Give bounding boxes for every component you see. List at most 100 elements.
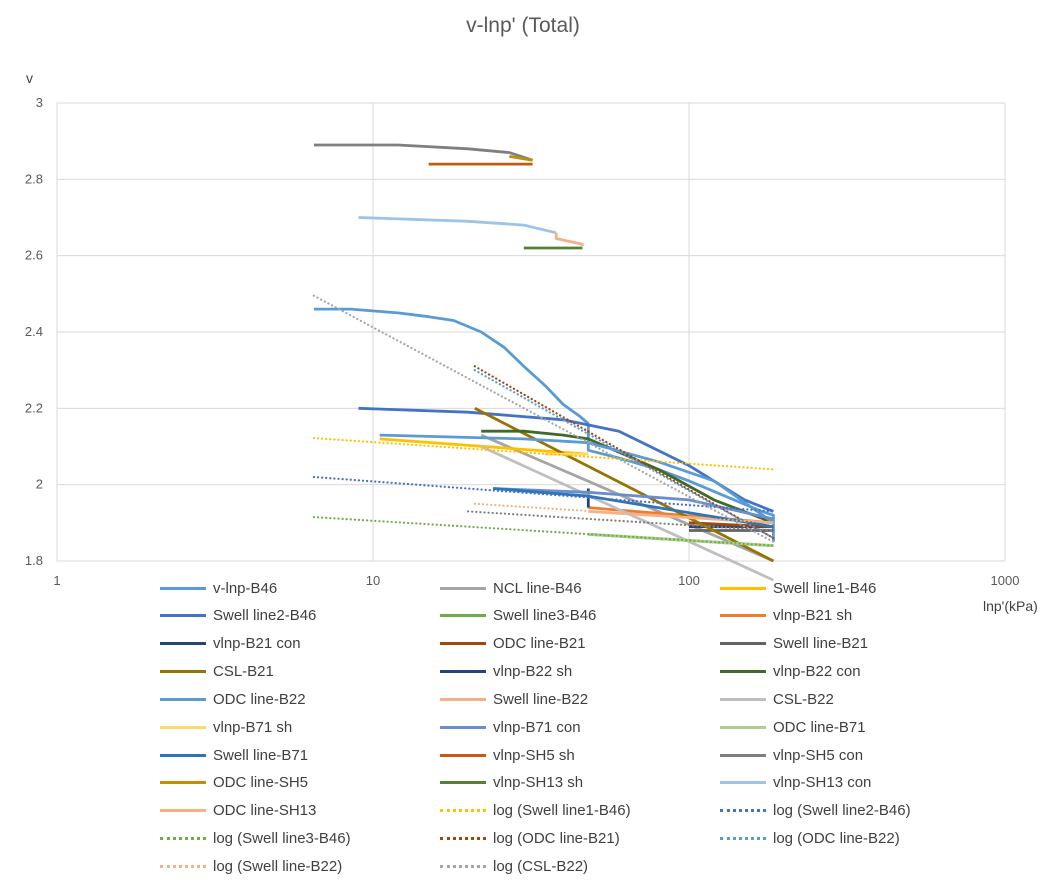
legend-label: vlnp-B22 con xyxy=(773,663,861,681)
series-line-csl-b21 xyxy=(474,407,775,563)
legend-item: ODC line-B21 xyxy=(440,633,586,655)
legend-label: vlnp-SH5 sh xyxy=(493,746,575,764)
legend-item: Swell line2-B46 xyxy=(160,605,316,627)
legend-item: ODC line-SH13 xyxy=(160,800,316,822)
series-line-odc-line-sh5 xyxy=(509,155,533,162)
legend-swatch xyxy=(160,837,206,841)
legend-swatch xyxy=(720,697,766,701)
legend-swatch xyxy=(720,670,766,674)
series-line-log-swell-line1-b46- xyxy=(312,437,775,471)
legend-swatch xyxy=(160,809,206,813)
legend-item: Swell line1-B46 xyxy=(720,577,876,599)
legend-label: vlnp-B21 con xyxy=(213,635,301,653)
legend-swatch xyxy=(440,865,486,868)
legend-label: vlnp-SH5 con xyxy=(773,746,864,764)
legend-label: vlnp-SH13 con xyxy=(773,774,872,792)
y-axis-label: v xyxy=(26,70,33,86)
series-line--gray-dotted-extra xyxy=(467,510,775,532)
legend-item: ODC line-B22 xyxy=(160,688,306,710)
series-lines xyxy=(312,143,775,582)
legend-item: vlnp-B22 con xyxy=(720,661,861,683)
legend-swatch xyxy=(160,642,206,646)
series-line-swell-line2-b46 xyxy=(358,406,774,513)
series-line-vlnp-sh5-con xyxy=(313,143,534,162)
legend-label: CSL-B21 xyxy=(213,663,274,681)
legend-label: ODC line-B71 xyxy=(773,718,866,736)
legend-label: vlnp-B22 sh xyxy=(493,663,573,681)
legend-item: log (Swell line1-B46) xyxy=(440,800,631,822)
legend-swatch xyxy=(720,809,766,813)
legend-item: vlnp-SH5 con xyxy=(720,744,863,766)
series-line-vlnp-b71-con xyxy=(493,487,774,521)
legend-swatch xyxy=(160,586,206,590)
legend-swatch xyxy=(440,586,486,590)
legend-swatch xyxy=(720,837,766,841)
legend-swatch xyxy=(720,781,766,785)
legend-swatch xyxy=(440,781,486,785)
legend-swatch xyxy=(160,614,206,618)
legend-label: Swell line-B71 xyxy=(213,746,309,764)
legend-item: log (ODC line-B22) xyxy=(720,828,900,850)
legend-swatch xyxy=(160,670,206,674)
series-line-log-odc-line-b22- xyxy=(473,369,775,540)
legend-swatch xyxy=(440,697,486,701)
legend-swatch xyxy=(440,753,486,757)
legend-item: Swell line-B71 xyxy=(160,744,308,766)
legend-item: ODC line-B71 xyxy=(720,716,866,738)
legend-swatch xyxy=(440,670,486,674)
legend-label: ODC line-SH13 xyxy=(213,802,317,820)
legend-label: log (Swell line-B22) xyxy=(213,858,343,875)
y-tick-label: 2.8 xyxy=(25,171,43,186)
legend-swatch xyxy=(440,725,486,729)
legend-label: vlnp-SH13 sh xyxy=(493,774,584,792)
legend-label: log (CSL-B22) xyxy=(493,858,589,875)
legend-item: vlnp-B21 sh xyxy=(720,605,852,627)
legend-label: Swell line-B22 xyxy=(493,690,589,708)
legend-label: Swell line3-B46 xyxy=(493,607,597,625)
series-line-vlnp-sh13-con xyxy=(358,216,557,235)
legend-item: Swell line-B22 xyxy=(440,688,588,710)
y-tick-label: 2.6 xyxy=(25,248,43,263)
legend-label: log (Swell line2-B46) xyxy=(773,802,911,820)
series-line-log-odc-line-b21- xyxy=(473,365,775,540)
y-tick-label: 2 xyxy=(36,477,43,492)
series-line-ncl-line-b46 xyxy=(480,433,774,563)
legend-swatch xyxy=(160,865,206,868)
legend-label: NCL line-B46 xyxy=(493,579,582,597)
x-tick-label: 100 xyxy=(678,573,700,588)
legend-swatch xyxy=(160,781,206,785)
legend-item: vlnp-SH13 con xyxy=(720,772,871,794)
legend-item: vlnp-SH5 sh xyxy=(440,744,575,766)
legend-item: vlnp-SH13 sh xyxy=(440,772,583,794)
series-line-log-swell-line3-b46- xyxy=(312,515,775,547)
series-line-odc-line-b21 xyxy=(688,521,774,529)
legend-swatch xyxy=(440,614,486,618)
legend-label: log (ODC line-B22) xyxy=(773,830,900,848)
legend-item: ODC line-SH5 xyxy=(160,772,308,794)
y-tick-label: 2.4 xyxy=(25,324,43,339)
legend-item: Swell line-B21 xyxy=(720,633,868,655)
legend-item: NCL line-B46 xyxy=(440,577,582,599)
legend-item: log (ODC line-B21) xyxy=(440,828,620,850)
legend-item: vlnp-B71 sh xyxy=(160,716,292,738)
legend-swatch xyxy=(440,642,486,646)
legend-label: vlnp-B71 con xyxy=(493,718,581,736)
legend-swatch xyxy=(160,725,206,729)
legend-label: v-lnp-B46 xyxy=(213,579,278,597)
y-tick-label: 2.2 xyxy=(25,400,43,415)
legend-item: Swell line3-B46 xyxy=(440,605,596,627)
legend-label: log (Swell line1-B46) xyxy=(493,802,631,820)
legend-label: ODC line-B22 xyxy=(213,690,306,708)
x-tick-label: 1000 xyxy=(991,573,1020,588)
x-axis-label: lnp'(kPa) xyxy=(983,598,1038,614)
legend-item: v-lnp-B46 xyxy=(160,577,277,599)
x-tick-label: 1 xyxy=(53,573,60,588)
axis-ticks: 1.8 2 2.2 2.4 2.6 2.8 3 1 10 100 1000 xyxy=(25,95,1020,588)
legend-item: vlnp-B21 con xyxy=(160,633,301,655)
legend-swatch xyxy=(720,642,766,646)
legend-label: vlnp-B21 sh xyxy=(773,607,853,625)
legend-label: CSL-B22 xyxy=(773,690,834,708)
legend-swatch xyxy=(440,809,486,813)
legend-swatch xyxy=(160,697,206,701)
x-tick-label: 10 xyxy=(366,573,380,588)
